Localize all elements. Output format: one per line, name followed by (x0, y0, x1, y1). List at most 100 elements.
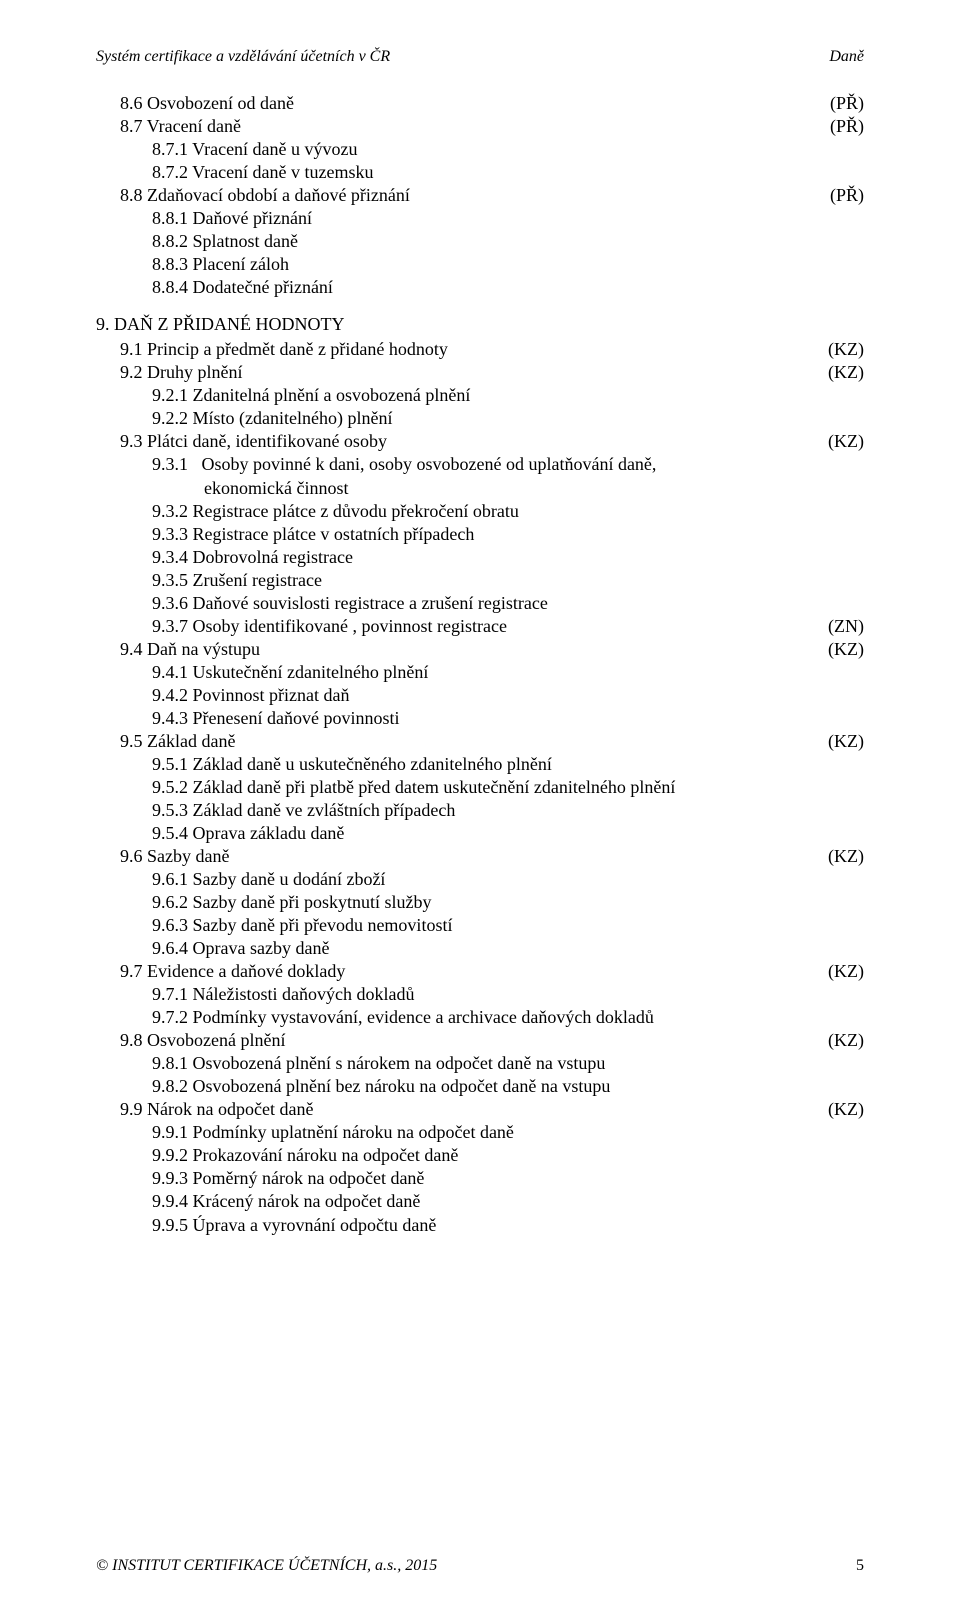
toc-text: 9.9.4 Krácený nárok na odpočet daně (152, 1190, 864, 1213)
tag: (PŘ) (830, 92, 864, 115)
toc-line: 9.5.2 Základ daně při platbě před datem … (96, 776, 864, 799)
toc-text: 9.2.2 Místo (zdanitelného) plnění (152, 407, 864, 430)
toc-line: 9.9.1 Podmínky uplatnění nároku na odpoč… (96, 1121, 864, 1144)
toc-text: 9.3.4 Dobrovolná registrace (152, 546, 864, 569)
toc-line: 8.8 Zdaňovací období a daňové přiznání (… (96, 184, 864, 207)
toc-line: ekonomická činnost (96, 477, 864, 500)
tag: (KZ) (828, 1098, 864, 1121)
toc-text: 8.7 Vracení daně (120, 115, 830, 138)
toc-text: 9.2 Druhy plnění (120, 361, 828, 384)
toc-line: 9.3 Plátci daně, identifikované osoby (K… (96, 430, 864, 453)
toc-text: 9.3.1 Osoby povinné k dani, osoby osvobo… (152, 453, 864, 476)
toc-line: 9.4 Daň na výstupu (KZ) (96, 638, 864, 661)
tag: (KZ) (828, 960, 864, 983)
content-body: 8.6 Osvobození od daně (PŘ) 8.7 Vracení … (96, 92, 864, 1237)
page-footer: © INSTITUT CERTIFIKACE ÚČETNÍCH, a.s., 2… (96, 1557, 864, 1575)
toc-line: 9.1 Princip a předmět daně z přidané hod… (96, 338, 864, 361)
toc-line: 8.8.4 Dodatečné přiznání (96, 276, 864, 299)
toc-line: 9.5 Základ daně (KZ) (96, 730, 864, 753)
toc-line: 9.3.4 Dobrovolná registrace (96, 546, 864, 569)
toc-line: 9.6.1 Sazby daně u dodání zboží (96, 868, 864, 891)
toc-text: 9.7.1 Náležistosti daňových dokladů (152, 983, 864, 1006)
tag: (KZ) (828, 338, 864, 361)
toc-text: 8.8 Zdaňovací období a daňové přiznání (120, 184, 830, 207)
tag: (KZ) (828, 638, 864, 661)
toc-line: 9.3.1 Osoby povinné k dani, osoby osvobo… (96, 453, 864, 476)
tag: (KZ) (828, 430, 864, 453)
tag: (PŘ) (830, 115, 864, 138)
toc-line: 9.3.6 Daňové souvislosti registrace a zr… (96, 592, 864, 615)
toc-text: 9.7 Evidence a daňové doklady (120, 960, 828, 983)
toc-line: 8.8.1 Daňové přiznání (96, 207, 864, 230)
toc-text: 9.9.5 Úprava a vyrovnání odpočtu daně (152, 1214, 864, 1237)
toc-line: 9.6 Sazby daně (KZ) (96, 845, 864, 868)
toc-text: 9.4.1 Uskutečnění zdanitelného plnění (152, 661, 864, 684)
toc-text: 9.9 Nárok na odpočet daně (120, 1098, 828, 1121)
toc-text: 8.7.1 Vracení daně u vývozu (152, 138, 864, 161)
toc-text: 8.8.2 Splatnost daně (152, 230, 864, 253)
toc-text: 9.7.2 Podmínky vystavování, evidence a a… (152, 1006, 864, 1029)
toc-text: 9.3.2 Registrace plátce z důvodu překroč… (152, 500, 864, 523)
toc-line: 9.2.1 Zdanitelná plnění a osvobozená pln… (96, 384, 864, 407)
toc-line: 8.7 Vracení daně (PŘ) (96, 115, 864, 138)
toc-line: 8.8.2 Splatnost daně (96, 230, 864, 253)
toc-line: 9.6.2 Sazby daně při poskytnutí služby (96, 891, 864, 914)
toc-line: 9.4.3 Přenesení daňové povinnosti (96, 707, 864, 730)
toc-line: 9.9.4 Krácený nárok na odpočet daně (96, 1190, 864, 1213)
toc-wrap2: ekonomická činnost (204, 477, 864, 500)
toc-line: 9.5.3 Základ daně ve zvláštních případec… (96, 799, 864, 822)
toc-text: 9.9.1 Podmínky uplatnění nároku na odpoč… (152, 1121, 864, 1144)
toc-line: 9.4.1 Uskutečnění zdanitelného plnění (96, 661, 864, 684)
toc-text: 9.6.2 Sazby daně při poskytnutí služby (152, 891, 864, 914)
tag: (KZ) (828, 845, 864, 868)
toc-text: 9.5.4 Oprava základu daně (152, 822, 864, 845)
header-right: Daně (829, 48, 864, 66)
toc-line: 9.3.5 Zrušení registrace (96, 569, 864, 592)
toc-line: 8.8.3 Placení záloh (96, 253, 864, 276)
toc-line: 9.7 Evidence a daňové doklady (KZ) (96, 960, 864, 983)
toc-line: 9.9 Nárok na odpočet daně (KZ) (96, 1098, 864, 1121)
toc-text: 9.4.2 Povinnost přiznat daň (152, 684, 864, 707)
toc-text: 8.6 Osvobození od daně (120, 92, 830, 115)
toc-text: 9.6.3 Sazby daně při převodu nemovitostí (152, 914, 864, 937)
toc-text: 9.5 Základ daně (120, 730, 828, 753)
toc-line: 8.7.2 Vracení daně v tuzemsku (96, 161, 864, 184)
toc-line: 9.2.2 Místo (zdanitelného) plnění (96, 407, 864, 430)
footer-copyright: © INSTITUT CERTIFIKACE ÚČETNÍCH, a.s., 2… (96, 1557, 437, 1575)
toc-line: 9.9.5 Úprava a vyrovnání odpočtu daně (96, 1214, 864, 1237)
toc-text: 9.3.7 Osoby identifikované , povinnost r… (152, 615, 828, 638)
toc-text: 9.4.3 Přenesení daňové povinnosti (152, 707, 864, 730)
header-left: Systém certifikace a vzdělávání účetních… (96, 48, 390, 66)
toc-text: 9.3.3 Registrace plátce v ostatních příp… (152, 523, 864, 546)
footer-page-number: 5 (856, 1557, 864, 1575)
section-heading: 9. DAŇ Z PŘIDANÉ HODNOTY (96, 313, 864, 336)
tag: (KZ) (828, 730, 864, 753)
tag: (PŘ) (830, 184, 864, 207)
tag: (ZN) (828, 615, 864, 638)
toc-wrap1: Osoby povinné k dani, osoby osvobozené o… (202, 454, 657, 474)
toc-line: 9.9.3 Poměrný nárok na odpočet daně (96, 1167, 864, 1190)
toc-text: 9.5.1 Základ daně u uskutečněného zdanit… (152, 753, 864, 776)
toc-line: 9.7.2 Podmínky vystavování, evidence a a… (96, 1006, 864, 1029)
toc-text: 9.3 Plátci daně, identifikované osoby (120, 430, 828, 453)
toc-line: 8.7.1 Vracení daně u vývozu (96, 138, 864, 161)
toc-text: 8.8.1 Daňové přiznání (152, 207, 864, 230)
toc-line: 9.4.2 Povinnost přiznat daň (96, 684, 864, 707)
toc-text: 9.6.1 Sazby daně u dodání zboží (152, 868, 864, 891)
toc-text: 8.8.4 Dodatečné přiznání (152, 276, 864, 299)
toc-text: 9.5.2 Základ daně při platbě před datem … (152, 776, 864, 799)
toc-text: 9.6.4 Oprava sazby daně (152, 937, 864, 960)
toc-line: 9.6.4 Oprava sazby daně (96, 937, 864, 960)
page-header: Systém certifikace a vzdělávání účetních… (96, 48, 864, 66)
tag: (KZ) (828, 1029, 864, 1052)
toc-line: 8.6 Osvobození od daně (PŘ) (96, 92, 864, 115)
toc-text: 9.1 Princip a předmět daně z přidané hod… (120, 338, 828, 361)
toc-text: 9.8.1 Osvobozená plnění s nárokem na odp… (152, 1052, 864, 1075)
toc-line: 9.8 Osvobozená plnění (KZ) (96, 1029, 864, 1052)
toc-line: 9.3.7 Osoby identifikované , povinnost r… (96, 615, 864, 638)
toc-text: 8.8.3 Placení záloh (152, 253, 864, 276)
toc-text: 9.3.6 Daňové souvislosti registrace a zr… (152, 592, 864, 615)
toc-line: 9.2 Druhy plnění (KZ) (96, 361, 864, 384)
toc-line: 9.5.4 Oprava základu daně (96, 822, 864, 845)
toc-text: 9.9.3 Poměrný nárok na odpočet daně (152, 1167, 864, 1190)
